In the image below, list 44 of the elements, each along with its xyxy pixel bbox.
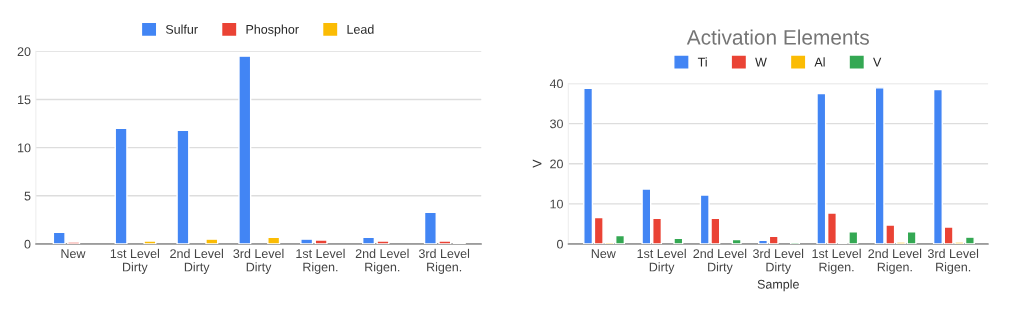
x-tick-label: New [61,249,86,258]
x-axis-title: Sample [757,279,799,292]
x-tick-label: 2nd Level Rigen. [868,248,922,274]
x-tick-label: 3rd Level Rigen. [418,248,470,274]
x-tick-label: 1st Level Dirty [637,248,686,274]
legend-label: Al [814,57,825,67]
bar [176,129,190,244]
y-tick-label: 5 [24,191,31,201]
bar [731,238,742,244]
legend-label: Sulfur [165,24,198,34]
legend-label: W [755,57,767,67]
y-tick-label: 10 [550,199,563,209]
y-axis-title: V [532,159,542,168]
bar [238,55,252,244]
y-tick-label: 20 [550,159,563,169]
bar [300,238,314,244]
x-tick-label: 3rd Level Dirty [753,248,804,274]
y-tick-label: 30 [550,119,563,129]
x-tick-label: 3rd Level Rigen. [927,248,979,274]
x-tick-label: 2nd Level Dirty [693,248,747,274]
x-tick-label: 3rd Level Dirty [233,248,284,274]
x-tick-label: 1st Level Rigen. [296,248,345,274]
legend-label: Phosphor [246,24,299,37]
y-tick-label: 15 [18,95,31,105]
legend-label: V [873,57,882,67]
bar [205,238,219,244]
bar [673,237,684,244]
chart-title: Activation Elements [686,29,869,45]
y-tick-label: 0 [24,239,31,249]
bar [314,239,328,244]
x-tick-label: New [591,249,616,258]
y-tick-label: 20 [17,47,31,57]
y-tick-label: 40 [549,79,563,89]
bar [267,236,281,244]
x-tick-label: 2nd Level Rigen. [355,248,409,274]
legend-label: Ti [697,57,707,67]
bar [143,240,157,244]
legend-label: Lead [347,24,374,34]
x-tick-label: 1st Level Dirty [110,248,160,274]
x-tick-label: 1st Level Rigen. [812,248,861,274]
bar [114,127,128,244]
y-tick-label: 0 [557,239,563,249]
x-tick-label: 2nd Level Dirty [170,248,223,274]
y-tick-label: 10 [18,143,31,153]
